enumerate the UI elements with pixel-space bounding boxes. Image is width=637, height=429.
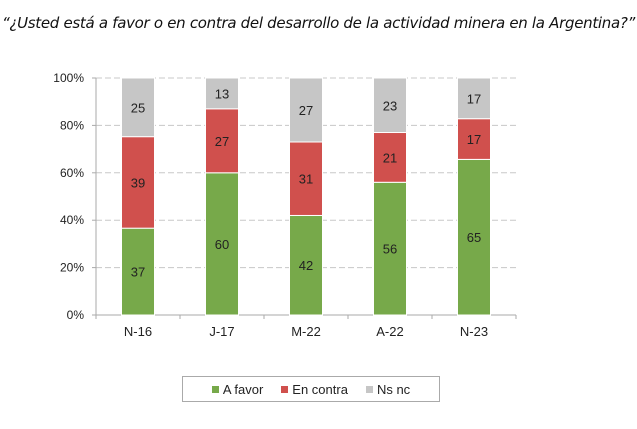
legend-label: En contra [292, 381, 348, 397]
data-label: 65 [467, 230, 481, 245]
data-label: 21 [383, 150, 397, 165]
data-label: 39 [131, 175, 145, 190]
y-tick-label: 80% [60, 118, 84, 132]
bar-segment [289, 141, 323, 216]
bar-segment [205, 172, 239, 316]
x-tick-label: M-22 [291, 324, 321, 339]
bar-segment [121, 77, 155, 138]
legend-swatch [211, 385, 219, 393]
data-label: 25 [131, 100, 145, 115]
legend-label: Ns nc [376, 381, 411, 397]
data-label: 17 [467, 91, 481, 106]
data-label: 27 [215, 134, 229, 149]
legend-item-ns-nc: Ns nc [365, 381, 411, 397]
legend-item-a-favor: A favor [211, 381, 264, 397]
x-tick-label: J-17 [209, 324, 234, 339]
bar-segment [457, 158, 491, 316]
bar-segment [289, 77, 323, 143]
bar-segment [457, 118, 491, 160]
y-tick-label: 60% [60, 166, 84, 180]
legend: A favor En contra Ns nc [182, 376, 440, 402]
bar-segment [121, 136, 155, 229]
chart-title: “¿Usted está a favor o en contra del des… [1, 14, 636, 32]
bar-segment [373, 132, 407, 183]
bar-segment [457, 77, 491, 120]
data-label: 60 [215, 237, 229, 252]
data-label: 13 [215, 86, 229, 101]
y-tick-label: 0% [67, 308, 85, 322]
bar-segment [205, 108, 239, 174]
data-label: 27 [299, 103, 313, 118]
data-label: 31 [299, 172, 313, 187]
data-label: 56 [383, 242, 397, 257]
x-tick-label: N-23 [460, 324, 488, 339]
bar-segment [289, 214, 323, 316]
bar-segment [373, 77, 407, 134]
data-label: 42 [299, 258, 313, 273]
y-tick-label: 40% [60, 213, 84, 227]
x-tick-label: N-16 [124, 324, 152, 339]
bar-segment [205, 77, 239, 110]
legend-item-en-contra: En contra [281, 382, 348, 397]
y-tick-label: 100% [53, 71, 84, 85]
legend-swatch [365, 385, 373, 393]
data-label: 17 [467, 132, 481, 147]
data-label: 23 [383, 98, 397, 113]
legend-swatch [281, 385, 289, 393]
bar-segment [121, 227, 155, 316]
legend-label: A favor [222, 381, 264, 397]
y-tick-label: 20% [60, 261, 84, 275]
x-tick-label: A-22 [376, 324, 403, 339]
data-label: 37 [131, 265, 145, 280]
